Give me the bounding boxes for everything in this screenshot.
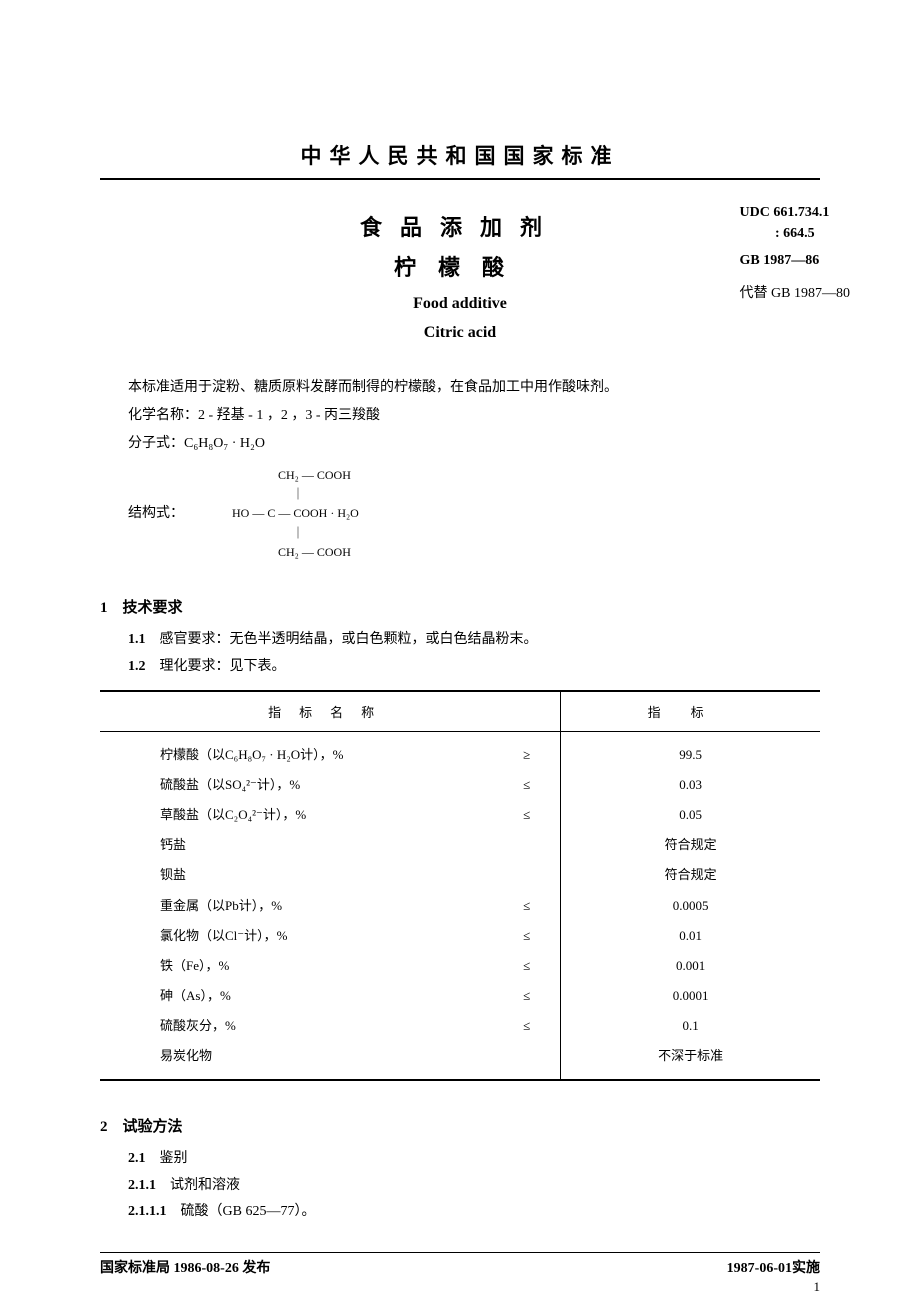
clause-2-1-num: 2.1: [128, 1151, 146, 1166]
spec-value: 0.05: [561, 800, 820, 830]
clause-2-1-1-1-text: 硫酸（GB 625—77）。: [181, 1204, 316, 1219]
udc-code-line2: : 664.5: [740, 223, 850, 244]
table-row: 草酸盐（以C₂O₄²⁻计），%≤0.05: [100, 800, 820, 830]
spec-name: 草酸盐（以C₂O₄²⁻计），%: [100, 800, 511, 830]
structure-line2: ｜: [232, 485, 359, 504]
issued-by: 国家标准局 1986-08-26 发布: [100, 1257, 270, 1277]
structure-line4: ｜: [232, 524, 359, 543]
footer-row: 国家标准局 1986-08-26 发布 1987-06-01实施: [100, 1257, 820, 1277]
structure-line5: CH₂ — COOH: [232, 543, 359, 562]
clause-2-1-1-1: 2.1.1.1 硫酸（GB 625—77）。: [100, 1199, 820, 1226]
table-row: 钡盐 符合规定: [100, 860, 820, 890]
clause-2-1-1-text: 试剂和溶液: [170, 1178, 240, 1193]
spec-operator: ≤: [511, 1011, 561, 1041]
spec-value: 0.0005: [561, 891, 820, 921]
clause-1-1-text: 感官要求：无色半透明结晶，或白色颗粒，或白色结晶粉末。: [160, 632, 538, 647]
standard-number: GB 1987—86: [740, 250, 850, 271]
spec-operator: ≤: [511, 800, 561, 830]
replaces-line: 代替 GB 1987—80: [740, 283, 850, 304]
clause-2-1-1: 2.1.1 试剂和溶液: [100, 1173, 820, 1200]
clause-1-2: 1.2 理化要求：见下表。: [100, 654, 820, 681]
title-en-line1: Food additive: [100, 293, 820, 315]
spec-operator: [511, 1041, 561, 1080]
scope-paragraph: 本标准适用于淀粉、糖质原料发酵而制得的柠檬酸，在食品加工中用作酸味剂。: [100, 374, 820, 402]
table-row: 氯化物（以Cl⁻计），%≤0.01: [100, 921, 820, 951]
udc-code-line1: UDC 661.734.1: [740, 202, 850, 223]
spec-value: 符合规定: [561, 830, 820, 860]
section-1-heading: 1 技术要求: [100, 596, 820, 617]
spec-value: 0.01: [561, 921, 820, 951]
intro-block: 本标准适用于淀粉、糖质原料发酵而制得的柠檬酸，在食品加工中用作酸味剂。 化学名称…: [100, 374, 820, 562]
table-row: 硫酸灰分，%≤0.1: [100, 1011, 820, 1041]
spec-value: 0.03: [561, 770, 820, 800]
header-rule: [100, 178, 820, 180]
spec-value: 不深于标准: [561, 1041, 820, 1080]
structural-formula: CH₂ — COOH ｜ HO — C — COOH · H₂O ｜ CH₂ —…: [232, 466, 359, 562]
title-block: UDC 661.734.1 : 664.5 GB 1987—86 代替 GB 1…: [100, 208, 820, 344]
clause-1-1-num: 1.1: [128, 632, 146, 647]
spec-operator: ≤: [511, 770, 561, 800]
clause-1-2-text: 理化要求：见下表。: [160, 659, 286, 674]
spec-value: 0.0001: [561, 981, 820, 1011]
classification-codes: UDC 661.734.1 : 664.5 GB 1987—86 代替 GB 1…: [740, 202, 850, 304]
footer-rule: [100, 1252, 820, 1253]
spec-operator: ≥: [511, 732, 561, 771]
title-en-line2: Citric acid: [100, 322, 820, 344]
page-number: 1: [100, 1279, 820, 1295]
spec-operator: ≤: [511, 921, 561, 951]
spec-operator: ≤: [511, 981, 561, 1011]
spec-name: 硫酸灰分，%: [100, 1011, 511, 1041]
table-row: 硫酸盐（以SO₄²⁻计），%≤0.03: [100, 770, 820, 800]
spec-operator: [511, 830, 561, 860]
structure-line1: CH₂ — COOH: [232, 466, 359, 485]
document-header: 中华人民共和国国家标准 UDC 661.734.1 : 664.5 GB 198…: [100, 140, 820, 344]
spec-name: 钡盐: [100, 860, 511, 890]
clause-2-1: 2.1 鉴别: [100, 1146, 820, 1173]
table-row: 重金属（以Pb计），%≤0.0005: [100, 891, 820, 921]
chemical-name: 化学名称：2 - 羟基 - 1 ，2 ，3 - 丙三羧酸: [100, 402, 820, 430]
spec-name: 重金属（以Pb计），%: [100, 891, 511, 921]
spec-value: 0.001: [561, 951, 820, 981]
title-center: 食品添加剂 柠檬酸 Food additive Citric acid: [100, 208, 820, 344]
structure-line3: HO — C — COOH · H₂O: [232, 504, 359, 523]
structure-label: 结构式：: [100, 500, 184, 528]
spec-name: 氯化物（以Cl⁻计），%: [100, 921, 511, 951]
spec-name: 铁（Fe），%: [100, 951, 511, 981]
clause-1-1: 1.1 感官要求：无色半透明结晶，或白色颗粒，或白色结晶粉末。: [100, 627, 820, 654]
table-row: 铁（Fe），%≤0.001: [100, 951, 820, 981]
formula-value: C₆H₈O₇ · H₂O: [184, 436, 265, 451]
clause-2-1-1-num: 2.1.1: [128, 1178, 156, 1193]
title-cn-line1: 食品添加剂: [100, 208, 820, 248]
table-body: 柠檬酸（以C₆H₈O₇ · H₂O计），%≥99.5硫酸盐（以SO₄²⁻计），%…: [100, 732, 820, 1081]
table-row: 柠檬酸（以C₆H₈O₇ · H₂O计），%≥99.5: [100, 732, 820, 771]
spec-value: 99.5: [561, 732, 820, 771]
spec-value: 0.1: [561, 1011, 820, 1041]
table-row: 钙盐 符合规定: [100, 830, 820, 860]
col-header-value: 指标: [561, 691, 820, 732]
clause-1-2-num: 1.2: [128, 659, 146, 674]
spec-operator: [511, 860, 561, 890]
spec-operator: ≤: [511, 951, 561, 981]
spec-name: 易炭化物: [100, 1041, 511, 1080]
spec-operator: ≤: [511, 891, 561, 921]
formula-label: 分子式：: [128, 436, 184, 451]
spec-name: 柠檬酸（以C₆H₈O₇ · H₂O计），%: [100, 732, 511, 771]
molecular-formula: 分子式：C₆H₈O₇ · H₂O: [100, 430, 820, 458]
structural-formula-row: 结构式： CH₂ — COOH ｜ HO — C — COOH · H₂O ｜ …: [100, 466, 820, 562]
spec-name: 钙盐: [100, 830, 511, 860]
spec-value: 符合规定: [561, 860, 820, 890]
effective-date: 1987-06-01实施: [727, 1257, 820, 1277]
title-cn-line2: 柠檬酸: [100, 248, 820, 288]
spec-name: 硫酸盐（以SO₄²⁻计），%: [100, 770, 511, 800]
table-row: 易炭化物 不深于标准: [100, 1041, 820, 1080]
clause-2-1-text: 鉴别: [160, 1151, 188, 1166]
specifications-table: 指标名称 指标 柠檬酸（以C₆H₈O₇ · H₂O计），%≥99.5硫酸盐（以S…: [100, 690, 820, 1081]
table-row: 砷（As），%≤0.0001: [100, 981, 820, 1011]
col-header-name: 指标名称: [100, 691, 561, 732]
supertitle: 中华人民共和国国家标准: [100, 140, 820, 170]
spec-name: 砷（As），%: [100, 981, 511, 1011]
section-2-heading: 2 试验方法: [100, 1115, 820, 1136]
table-header-row: 指标名称 指标: [100, 691, 820, 732]
clause-2-1-1-1-num: 2.1.1.1: [128, 1204, 167, 1219]
